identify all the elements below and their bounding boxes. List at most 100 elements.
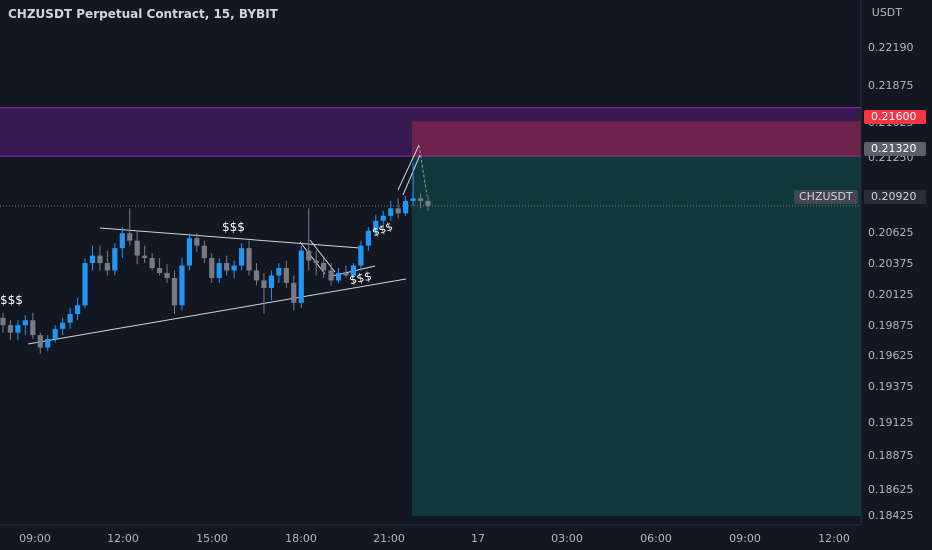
- candle-body: [171, 277, 178, 306]
- candle-body: [45, 338, 51, 348]
- stop-loss-zone: [412, 121, 861, 157]
- candle-body: [350, 265, 357, 276]
- time-tick-label: 15:00: [196, 532, 228, 545]
- candle-body: [52, 328, 58, 339]
- time-tick-label: 18:00: [285, 532, 317, 545]
- supply-zone: [0, 107, 861, 157]
- last-price-tag: 0.20920: [864, 190, 926, 204]
- candle-body: [246, 248, 252, 271]
- candle-body: [30, 320, 36, 336]
- candle-body: [403, 200, 409, 214]
- descending-trendline: [99, 227, 361, 249]
- wedge-line-lower: [402, 154, 421, 196]
- candle-body: [82, 263, 88, 306]
- price-tick-label: 0.18625: [868, 483, 914, 496]
- candle-body: [142, 255, 148, 259]
- stop-price-tag: 0.21600: [864, 110, 926, 124]
- candle-body: [0, 317, 6, 326]
- candle-body: [119, 233, 125, 249]
- candle-body: [410, 198, 416, 201]
- candle-body: [395, 208, 401, 214]
- price-tick-label: 0.18425: [868, 509, 914, 522]
- chart-title: CHZUSDT Perpetual Contract, 15, BYBIT: [8, 7, 278, 21]
- time-tick-label: 06:00: [640, 532, 672, 545]
- candle-body: [127, 233, 133, 241]
- time-tick-label: 09:00: [19, 532, 51, 545]
- flag-line-upper: [299, 241, 326, 275]
- candle-body: [231, 265, 237, 271]
- candle-body: [321, 263, 327, 271]
- entry-price-tag: 0.21320: [864, 142, 926, 156]
- price-tick-label: 0.19875: [868, 319, 914, 332]
- price-tick-label: 0.19625: [868, 349, 914, 362]
- price-tick-label: 0.19125: [868, 416, 914, 429]
- time-tick-label: 09:00: [729, 532, 761, 545]
- candle-body: [373, 220, 379, 231]
- price-tick-label: 0.20375: [868, 257, 914, 270]
- candle-body: [97, 255, 103, 264]
- candle-body: [388, 208, 394, 216]
- candle-body: [156, 268, 163, 273]
- candle-body: [74, 305, 81, 315]
- candle-body: [7, 325, 14, 333]
- candle-body: [179, 265, 185, 306]
- candle-body: [67, 314, 73, 323]
- candle-body: [224, 263, 230, 271]
- liquidity-annotation-top: $$$: [222, 220, 245, 234]
- price-tick-label: 0.21875: [868, 79, 914, 92]
- candle-body: [164, 272, 170, 278]
- candle-body: [22, 320, 28, 326]
- candle-body: [194, 238, 200, 246]
- candle-body: [209, 258, 215, 278]
- price-tick-label: 0.19375: [868, 380, 914, 393]
- candle-body: [134, 240, 140, 256]
- position-zones: [0, 107, 861, 516]
- candle-body: [335, 272, 342, 281]
- candle-body: [313, 260, 319, 264]
- candle-body: [425, 200, 431, 206]
- candle-body: [306, 250, 312, 261]
- candle-body: [328, 270, 334, 281]
- time-tick-label: 21:00: [373, 532, 405, 545]
- price-tick-label: 0.20625: [868, 226, 914, 239]
- price-tick-label: 0.22190: [868, 41, 914, 54]
- candle-body: [291, 282, 297, 303]
- time-tick-label: 12:00: [107, 532, 139, 545]
- candle-body: [298, 250, 304, 303]
- projection-line: [418, 144, 428, 197]
- ascending-trendline: [27, 278, 407, 345]
- liquidity-annotation-left: $$$: [0, 293, 23, 307]
- candle-body: [417, 198, 424, 201]
- candle-body: [380, 215, 386, 221]
- candlestick-series: [0, 163, 431, 354]
- symbol-price-label: CHZUSDT: [794, 190, 858, 204]
- candle-body: [261, 280, 267, 288]
- candle-body: [253, 270, 260, 281]
- candle-body: [15, 325, 21, 333]
- candle-body: [89, 255, 96, 264]
- take-profit-zone: [412, 156, 861, 516]
- time-tick-label: 12:00: [818, 532, 850, 545]
- candle-body: [60, 322, 66, 329]
- candle-body: [283, 268, 289, 283]
- candle-body: [112, 248, 118, 271]
- wedge-line-upper: [397, 144, 420, 191]
- candle-body: [238, 248, 245, 266]
- candle-body: [343, 272, 349, 276]
- candle-body: [37, 335, 43, 348]
- candle-body: [358, 245, 364, 266]
- candle-body: [186, 238, 193, 266]
- candle-body: [149, 258, 155, 269]
- candle-body: [365, 230, 371, 246]
- price-tick-label: 0.20125: [868, 288, 914, 301]
- candle-body: [268, 275, 275, 288]
- price-axis-unit: USDT: [871, 6, 902, 19]
- candle-body: [201, 245, 207, 259]
- candle-body: [216, 263, 222, 278]
- candle-body: [104, 263, 110, 271]
- time-tick-label: 17: [471, 532, 485, 545]
- candle-body: [276, 268, 282, 276]
- time-tick-label: 03:00: [551, 532, 583, 545]
- price-tick-label: 0.18875: [868, 449, 914, 462]
